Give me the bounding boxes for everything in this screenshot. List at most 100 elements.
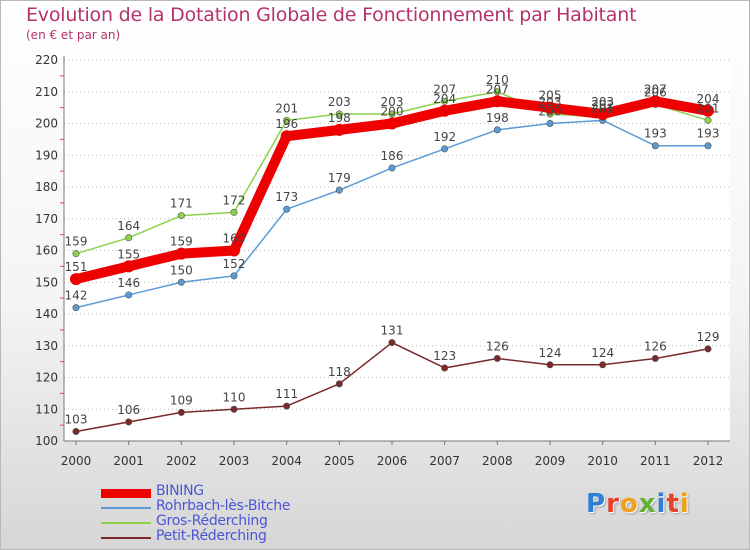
data-label-1: 193: [644, 127, 667, 141]
data-label-1: 152: [223, 257, 246, 271]
chart-subtitle: (en € et par an): [26, 28, 121, 42]
data-label-0: 196: [275, 117, 298, 131]
legend-swatch: [101, 488, 151, 498]
y-tick-label: 100: [35, 434, 58, 448]
data-point-2: [441, 97, 449, 105]
x-tick-label: 2011: [640, 454, 671, 468]
data-label-3: 109: [170, 393, 193, 407]
legend-swatch: [101, 507, 151, 509]
data-label-0: 155: [117, 247, 140, 261]
data-point-3: [704, 345, 712, 353]
data-point-2: [493, 88, 501, 96]
data-point-1: [72, 304, 80, 312]
data-point-0: [544, 101, 556, 114]
data-point-3: [388, 339, 396, 347]
data-label-1: 198: [486, 111, 509, 125]
data-label-3: 124: [539, 346, 562, 360]
data-point-1: [651, 142, 659, 150]
data-label-3: 131: [381, 324, 404, 338]
x-tick-label: 2007: [429, 454, 460, 468]
data-point-3: [283, 402, 291, 410]
data-label-3: 126: [644, 339, 667, 353]
y-tick-label: 180: [35, 180, 58, 194]
y-tick-label: 130: [35, 339, 58, 353]
data-point-0: [333, 123, 346, 136]
data-label-2: 207: [433, 82, 456, 96]
legend-swatch: [101, 537, 151, 539]
data-label-0: 200: [381, 105, 404, 119]
data-label-3: 103: [65, 412, 88, 426]
data-point-0: [280, 130, 293, 143]
y-tick-label: 150: [35, 275, 58, 289]
data-point-0: [438, 104, 451, 117]
x-tick-label: 2000: [61, 454, 92, 468]
data-label-3: 110: [223, 390, 246, 404]
logo-letter: o: [619, 489, 639, 519]
y-tick-label: 140: [35, 307, 58, 321]
data-point-2: [125, 234, 133, 242]
data-point-0: [596, 107, 609, 120]
data-label-1: 186: [381, 149, 404, 163]
legend-swatch: [101, 522, 151, 524]
data-point-0: [386, 117, 398, 130]
data-label-0: 207: [644, 82, 667, 96]
data-point-1: [283, 205, 291, 213]
data-point-0: [649, 95, 662, 108]
data-point-1: [546, 120, 554, 128]
data-label-0: 203: [591, 95, 614, 109]
data-point-3: [177, 408, 185, 416]
data-label-1: 146: [117, 276, 140, 290]
data-label-3: 129: [697, 330, 720, 344]
data-label-2: 202: [591, 98, 614, 112]
y-tick-label: 120: [35, 371, 58, 385]
y-tick-label: 170: [35, 212, 58, 226]
logo-letter: r: [606, 489, 620, 519]
data-label-1: 179: [328, 171, 351, 185]
data-label-3: 126: [486, 339, 509, 353]
logo-letter: P: [586, 489, 607, 519]
legend-label: Petit-Réderching: [156, 528, 267, 544]
data-point-2: [177, 212, 185, 220]
x-tick-label: 2004: [271, 454, 302, 468]
data-point-3: [125, 418, 133, 426]
data-label-3: 106: [117, 403, 140, 417]
x-tick-label: 2003: [219, 454, 250, 468]
data-label-1: 201: [591, 101, 614, 115]
x-tick-label: 2008: [482, 454, 513, 468]
data-point-1: [388, 164, 396, 172]
data-point-1: [335, 186, 343, 194]
x-tick-label: 2012: [693, 454, 724, 468]
data-point-0: [491, 95, 504, 108]
data-label-2: 171: [170, 197, 193, 211]
data-label-2: 201: [275, 101, 298, 115]
data-point-3: [546, 361, 554, 369]
y-tick-label: 220: [35, 53, 58, 67]
data-label-0: 207: [486, 82, 509, 96]
data-point-1: [177, 278, 185, 286]
data-point-1: [704, 142, 712, 150]
data-point-3: [335, 380, 343, 388]
data-point-3: [651, 354, 659, 362]
data-label-1: 193: [697, 127, 720, 141]
data-label-3: 124: [591, 346, 614, 360]
data-point-3: [230, 405, 238, 413]
data-point-3: [72, 427, 80, 435]
logo-letter: i: [656, 489, 667, 519]
data-label-2: 203: [328, 95, 351, 109]
data-point-3: [599, 361, 607, 369]
x-tick-label: 2006: [377, 454, 408, 468]
data-point-1: [125, 291, 133, 299]
data-label-1: 200: [539, 105, 562, 119]
logo-letter: x: [638, 489, 657, 519]
y-tick-label: 160: [35, 244, 58, 258]
data-label-0: 159: [170, 235, 193, 249]
data-point-3: [441, 364, 449, 372]
data-label-2: 159: [65, 235, 88, 249]
data-point-2: [388, 110, 396, 118]
data-point-0: [228, 244, 240, 257]
data-point-3: [493, 354, 501, 362]
data-point-2: [72, 250, 80, 258]
data-label-1: 150: [170, 263, 193, 277]
legend-label: Rohrbach-lès-Bitche: [156, 498, 291, 514]
